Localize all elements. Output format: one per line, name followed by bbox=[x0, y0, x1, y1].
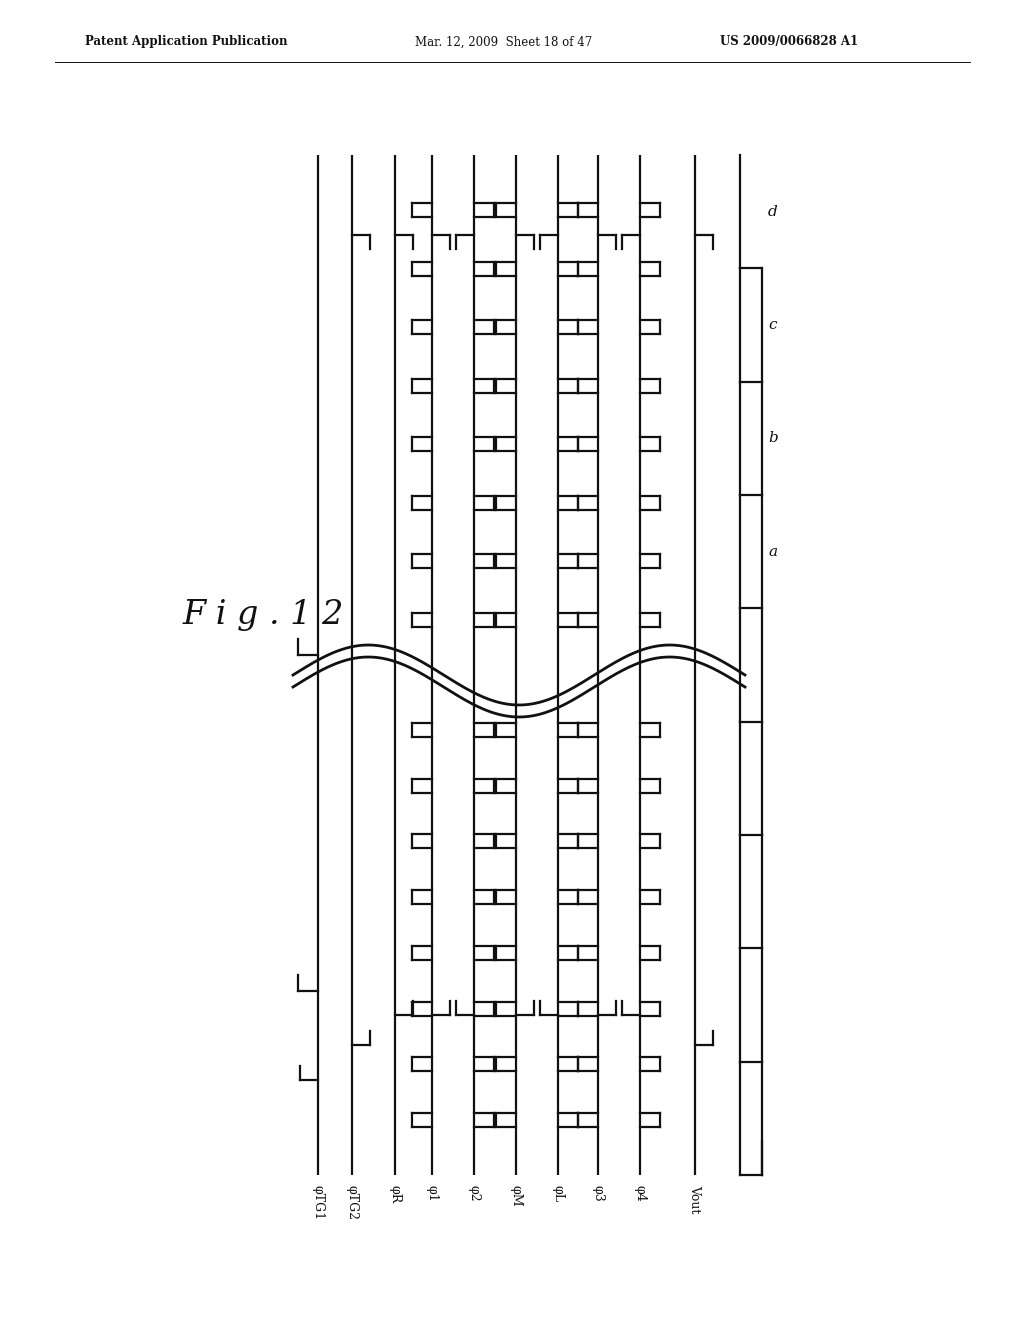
Text: b: b bbox=[768, 432, 778, 445]
Text: φTG1: φTG1 bbox=[311, 1185, 325, 1220]
Text: Patent Application Publication: Patent Application Publication bbox=[85, 36, 288, 49]
Text: Vout: Vout bbox=[688, 1185, 701, 1213]
Text: c: c bbox=[768, 318, 776, 333]
Text: φR: φR bbox=[388, 1185, 401, 1204]
Text: φ2: φ2 bbox=[468, 1185, 480, 1201]
Text: US 2009/0066828 A1: US 2009/0066828 A1 bbox=[720, 36, 858, 49]
Text: a: a bbox=[768, 545, 777, 558]
Text: d: d bbox=[768, 205, 778, 219]
Text: φL: φL bbox=[552, 1185, 564, 1203]
Text: φ1: φ1 bbox=[426, 1185, 438, 1201]
Text: φ4: φ4 bbox=[634, 1185, 646, 1201]
Text: Mar. 12, 2009  Sheet 18 of 47: Mar. 12, 2009 Sheet 18 of 47 bbox=[415, 36, 592, 49]
Text: F i g . 1 2: F i g . 1 2 bbox=[182, 599, 343, 631]
Text: φ3: φ3 bbox=[592, 1185, 604, 1201]
Text: φTG2: φTG2 bbox=[345, 1185, 358, 1220]
Text: φM: φM bbox=[510, 1185, 522, 1206]
